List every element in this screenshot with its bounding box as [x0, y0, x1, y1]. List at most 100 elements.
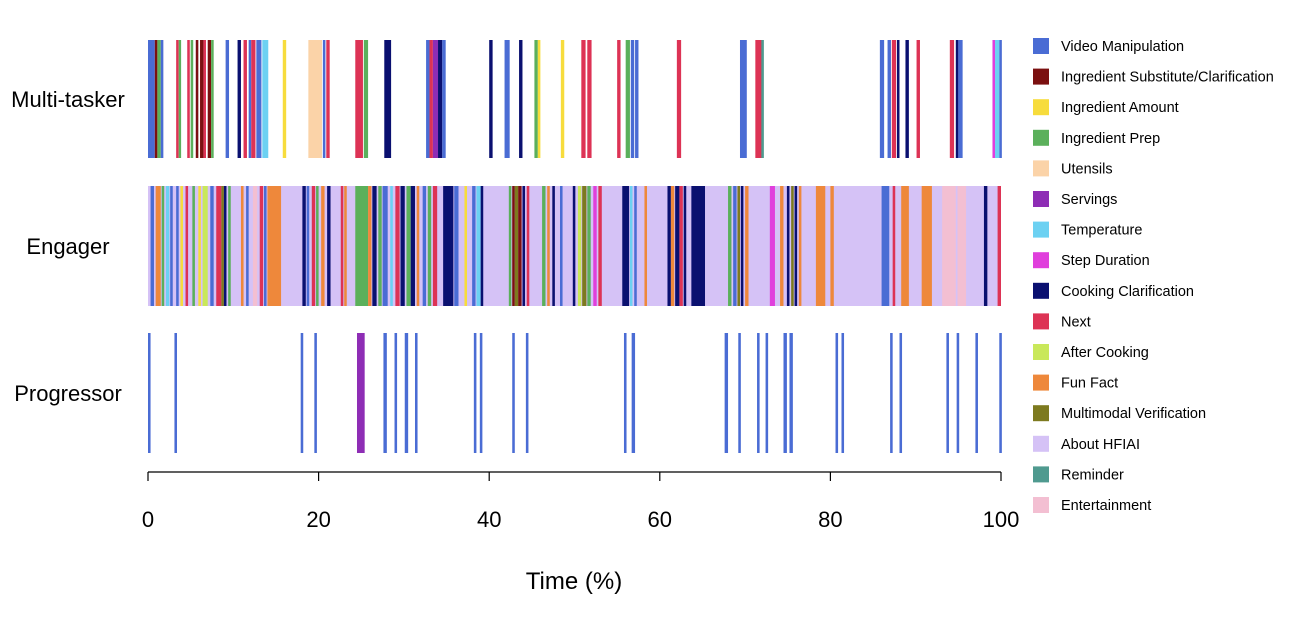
event-bar [983, 186, 988, 306]
legend-item: After Cooking [1033, 344, 1149, 361]
event-bar [635, 40, 639, 158]
event-bar [997, 186, 1001, 306]
event-bar [432, 40, 439, 158]
legend-swatch [1033, 313, 1049, 330]
event-bar [195, 40, 199, 158]
event-bar [267, 186, 282, 306]
event-bar [905, 40, 909, 158]
event-bar [422, 186, 427, 306]
row-label: Engager [26, 234, 109, 259]
legend-item: Next [1033, 313, 1091, 330]
legend-item: Temperature [1033, 221, 1142, 239]
event-bar [306, 186, 310, 306]
legend-label: Ingredient Amount [1061, 100, 1179, 116]
event-bar [598, 186, 602, 306]
event-bar [534, 40, 538, 158]
event-bar [581, 40, 586, 158]
event-bar [830, 186, 834, 306]
legend-item: Video Manipulation [1033, 38, 1184, 55]
event-bar [958, 40, 963, 158]
event-bar [180, 186, 183, 306]
legend-label: Next [1061, 314, 1091, 330]
event-bar [526, 186, 530, 306]
event-bar [794, 186, 798, 306]
event-bar [203, 40, 206, 158]
event-bar [675, 186, 680, 306]
event-bar [755, 40, 763, 158]
event-bar [890, 333, 893, 453]
event-bar [438, 40, 443, 158]
event-bar [547, 186, 550, 306]
event-bar [344, 186, 347, 306]
event-bar [363, 40, 369, 158]
legend-item: Reminder [1033, 466, 1124, 483]
event-bar [896, 40, 900, 158]
x-tick-label: 100 [983, 507, 1020, 532]
event-bar [355, 186, 369, 306]
event-bar [157, 40, 161, 158]
event-bar [148, 333, 151, 453]
legend-swatch [1033, 221, 1049, 238]
event-bar [644, 186, 648, 306]
legend-item: Entertainment [1033, 497, 1151, 514]
event-bar [200, 40, 204, 158]
event-bar [178, 40, 182, 158]
event-bar [679, 186, 683, 306]
event-bar [560, 40, 565, 158]
event-bar [480, 186, 484, 306]
legend-label: Cooking Clarification [1061, 284, 1194, 300]
event-bar [472, 186, 476, 306]
event-bar [542, 186, 546, 306]
x-tick-label: 80 [818, 507, 842, 532]
event-bar [394, 333, 398, 453]
x-tick-label: 40 [477, 507, 501, 532]
legend-swatch [1033, 38, 1049, 54]
event-bar [518, 186, 522, 306]
event-bar [311, 186, 316, 306]
event-bar [237, 40, 241, 158]
event-bar [251, 40, 256, 158]
event-bar [384, 40, 392, 158]
event-bar [738, 333, 741, 453]
event-bar [879, 40, 885, 158]
event-bar [786, 186, 790, 306]
event-bar [372, 186, 377, 306]
event-bar [410, 186, 415, 306]
event-bar [262, 40, 269, 158]
event-bar [383, 333, 387, 453]
legend-label: After Cooking [1061, 345, 1149, 361]
event-bar [252, 186, 258, 306]
event-bar [946, 333, 949, 453]
event-bar [406, 186, 411, 306]
event-bar [676, 40, 682, 158]
legend-label: Entertainment [1061, 498, 1151, 514]
event-bar [683, 186, 687, 306]
legend-label: Utensils [1061, 161, 1113, 177]
x-axis-title: Time (%) [526, 568, 622, 595]
event-bar [560, 186, 563, 306]
event-bar [340, 186, 344, 306]
event-bar [378, 186, 382, 306]
legend-label: About HFIAI [1061, 437, 1140, 453]
legend-label: Ingredient Prep [1061, 131, 1160, 147]
legend-label: Temperature [1061, 223, 1142, 239]
event-bar [631, 333, 636, 453]
event-bar [955, 40, 959, 158]
event-bar [356, 333, 365, 453]
row-engager: Engager [26, 186, 1001, 306]
event-bar [390, 186, 393, 306]
event-bar [740, 186, 744, 306]
event-bar [995, 40, 1000, 158]
event-bar [165, 186, 170, 306]
event-bar [382, 186, 388, 306]
legend: Video Manipulation Ingredient Substitute/… [1033, 38, 1274, 514]
event-bar [327, 186, 331, 306]
event-bar [942, 186, 956, 306]
event-bar [582, 186, 587, 306]
event-bar [221, 186, 224, 306]
event-bar [537, 40, 541, 158]
event-bar [155, 186, 161, 306]
event-bar [321, 186, 325, 306]
event-bar [264, 186, 267, 306]
event-bar [368, 186, 372, 306]
